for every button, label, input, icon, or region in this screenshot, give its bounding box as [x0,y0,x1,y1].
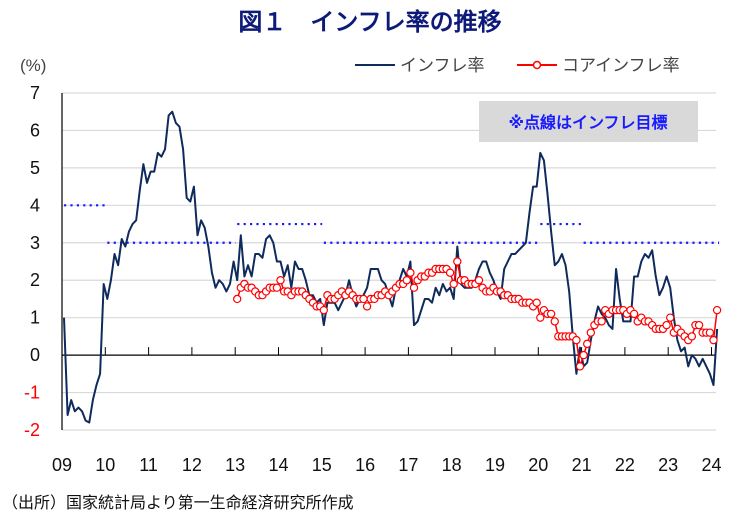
core-inflation-point [662,320,671,330]
legend-label-inflation: インフレ率 [400,56,485,75]
y-tick-label: 0 [30,345,40,365]
x-tick-label: 17 [398,455,418,475]
chart-title: 図１ インフレ率の推移 [238,8,501,36]
core-inflation-point [572,335,581,345]
legend-marker-core [532,60,542,70]
x-tick-label: 10 [95,455,115,475]
core-inflation-point [575,362,585,371]
legend-label-core: コアインフレ率 [562,56,680,75]
x-tick-label: 11 [139,455,158,475]
y-axis-unit: (%) [20,56,46,75]
y-tick-label: 3 [30,233,40,253]
x-tick-label: 21 [572,455,592,475]
core-inflation-point [272,283,282,292]
core-inflation-point [453,257,462,266]
x-tick-label: 09 [52,455,72,475]
core-inflation-point [232,294,242,304]
x-tick-label: 15 [312,455,332,475]
core-inflation-point [694,320,704,330]
y-tick-label: 1 [30,308,40,328]
core-inflation-point [445,268,455,277]
core-inflation-point [359,294,368,304]
y-tick-label: 6 [30,120,40,140]
source-note: （出所）国家統計局より第一生命経済研究所作成 [2,494,354,512]
x-axis-ticks: 09 10 11 12 13 14 15 16 17 18 19 20 21 22 23 24 [52,347,722,475]
core-inflation-point [546,309,556,319]
core-inflation-point [705,328,715,337]
gridlines [61,92,716,431]
core-inflation-point [687,332,697,341]
core-inflation-point [362,302,372,311]
x-tick-label: 19 [485,455,505,475]
core-inflation-point [712,305,722,315]
x-tick-label: 18 [442,455,462,475]
core-inflation-point [579,350,588,360]
core-inflation-point [586,328,596,337]
core-inflation-point [629,309,639,319]
core-inflation-point [709,335,718,345]
core-inflation-point [666,313,675,322]
annotation-text: ※点線はインフレ目標 [508,113,667,132]
core-inflation-point [276,276,285,285]
x-tick-label: 24 [701,455,721,475]
annotation-background [479,101,698,142]
x-tick-label: 14 [268,455,288,475]
core-inflation-point [597,317,606,326]
y-axis-ticks: 7 6 5 4 3 2 1 0 -1 -2 [24,83,40,440]
core-inflation-point [532,298,541,307]
y-tick-label: 7 [30,83,40,103]
annotation-box: ※点線はインフレ目標 [479,101,698,142]
x-tick-label: 22 [615,455,635,475]
y-tick-label: -1 [24,383,40,403]
inflation-target-lines [64,204,720,244]
core-inflation-point [409,283,419,292]
core-inflation-point [550,317,559,326]
core-inflation-point [402,276,411,285]
inflation-line [63,110,719,424]
y-tick-label: -2 [24,420,40,440]
core-inflation-point [474,276,484,285]
x-tick-label: 12 [182,455,202,475]
core-inflation-point [583,339,592,349]
x-tick-label: 13 [225,455,245,475]
series-layer [63,110,722,424]
core-inflation-point [536,313,545,322]
x-tick-label: 20 [528,455,548,475]
x-tick-label: 23 [658,455,678,475]
legend: インフレ率 コアインフレ率 [355,56,680,75]
core-inflation-point [449,279,458,289]
y-tick-label: 2 [30,270,40,290]
core-inflation-point [319,305,328,315]
x-tick-label: 16 [355,455,375,475]
y-tick-label: 4 [30,195,40,215]
y-tick-label: 5 [30,158,40,178]
core-inflation-point [406,268,415,277]
